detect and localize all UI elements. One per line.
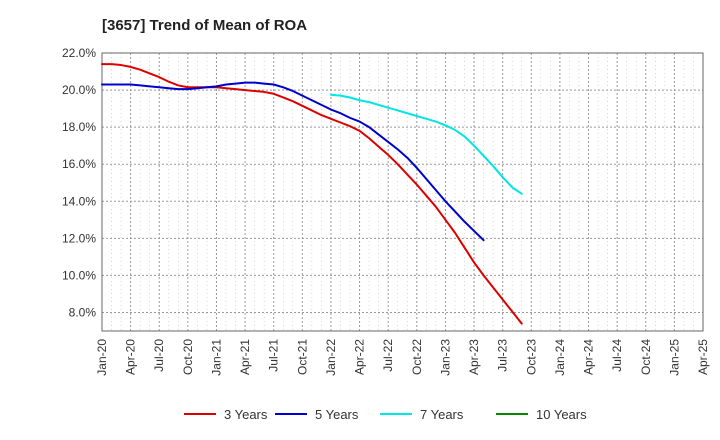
x-tick-label: Oct-21 <box>295 339 309 375</box>
x-tick-label: Jan-25 <box>667 339 681 376</box>
y-axis-ticks: 8.0% 10.0% 12.0% 14.0% 16.0% 18.0% 20.0% 22.0% <box>62 46 96 319</box>
x-tick-label: Oct-24 <box>639 339 653 375</box>
chart-title: [3657] Trend of Mean of ROA <box>102 17 307 34</box>
y-tick-label: 20.0% <box>62 83 96 97</box>
legend-label-7-years: 7 Years <box>420 407 464 422</box>
series-line-5-years <box>101 81 485 242</box>
y-tick-label: 16.0% <box>62 157 96 171</box>
x-tick-label: Apr-25 <box>696 339 710 375</box>
x-tick-label: Oct-20 <box>181 339 195 375</box>
x-axis-ticks: Jan-20 Apr-20 Jul-20 Oct-20 Jan-21 Apr-21 Jul-… <box>95 339 710 376</box>
grid-layer <box>102 52 703 331</box>
y-tick-label: 14.0% <box>62 194 96 208</box>
legend-label-10-years: 10 Years <box>536 407 587 422</box>
x-tick-label: Jan-21 <box>209 339 223 376</box>
legend: 3 Years 5 Years 7 Years 10 Years <box>184 407 587 422</box>
x-tick-label: Jan-20 <box>95 339 109 376</box>
legend-label-3-years: 3 Years <box>224 407 268 422</box>
x-tick-label: Apr-23 <box>467 339 481 375</box>
series-layer <box>101 63 523 325</box>
x-tick-label: Jul-22 <box>381 339 395 372</box>
x-tick-label: Jul-23 <box>496 339 510 372</box>
x-tick-label: Apr-20 <box>124 339 138 375</box>
x-tick-label: Jul-24 <box>610 339 624 372</box>
x-tick-label: Apr-21 <box>238 339 252 375</box>
x-tick-label: Jan-22 <box>324 339 338 376</box>
x-tick-label: Oct-23 <box>524 339 538 375</box>
x-tick-label: Apr-24 <box>582 339 596 375</box>
y-tick-label: 10.0% <box>62 268 96 282</box>
series-line-3-years <box>101 63 523 325</box>
x-tick-label: Jan-24 <box>553 339 567 376</box>
x-tick-label: Oct-22 <box>410 339 424 375</box>
legend-label-5-years: 5 Years <box>315 407 359 422</box>
x-tick-label: Jan-23 <box>438 339 452 376</box>
y-tick-label: 18.0% <box>62 120 96 134</box>
y-tick-label: 12.0% <box>62 231 96 245</box>
x-tick-label: Jul-21 <box>267 339 281 372</box>
y-tick-label: 22.0% <box>62 46 96 60</box>
x-tick-label: Jul-20 <box>152 339 166 372</box>
y-tick-label: 8.0% <box>69 305 97 319</box>
series-line-7-years <box>329 93 523 195</box>
plot-frame <box>101 52 704 332</box>
x-tick-label: Apr-22 <box>353 339 367 375</box>
